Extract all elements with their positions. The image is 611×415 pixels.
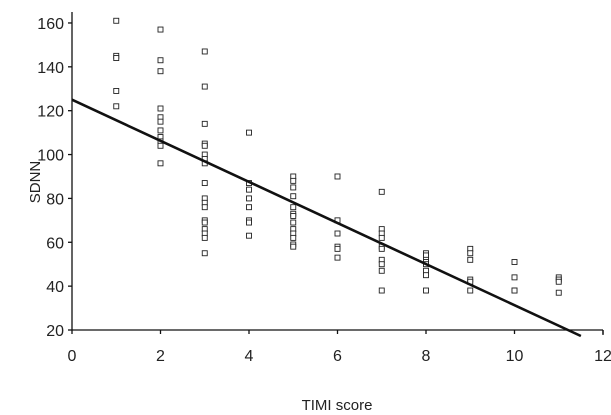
- data-point: [246, 129, 252, 136]
- data-point: [334, 230, 341, 237]
- x-axis-title: TIMI score: [302, 397, 373, 414]
- data-point: [290, 184, 297, 191]
- x-tick-label: 6: [333, 348, 342, 365]
- trend-line-group: [71, 98, 582, 338]
- y-tick-label: 40: [46, 279, 64, 296]
- data-point: [334, 173, 341, 180]
- data-point: [511, 259, 518, 265]
- data-point: [290, 213, 297, 219]
- data-point: [246, 219, 252, 226]
- data-point: [555, 278, 562, 285]
- data-point: [290, 219, 297, 226]
- data-point: [246, 186, 252, 193]
- data-point: [157, 57, 164, 64]
- data-point: [157, 142, 164, 149]
- data-point: [157, 127, 164, 134]
- data-point: [201, 120, 208, 127]
- data-point: [423, 287, 429, 294]
- data-point: [290, 177, 297, 184]
- y-tick-label: 140: [37, 60, 64, 77]
- data-points: [113, 17, 562, 296]
- data-point: [157, 160, 164, 167]
- data-point: [157, 105, 164, 112]
- data-point: [113, 88, 120, 94]
- data-point: [511, 274, 518, 281]
- tick-labels: 20 40 60 80 100 120 140 160 0 2 4 6 8 10 12: [37, 16, 611, 365]
- data-point: [201, 204, 208, 211]
- data-point: [378, 188, 385, 195]
- data-point: [201, 142, 208, 149]
- y-axis-title: SDNN: [27, 161, 44, 204]
- data-point: [511, 287, 518, 294]
- data-point: [378, 267, 385, 274]
- x-tick-label: 2: [156, 348, 165, 365]
- y-tick-label: 120: [37, 104, 64, 121]
- data-point: [246, 195, 252, 202]
- data-point: [201, 234, 208, 241]
- trend-line: [71, 98, 582, 338]
- data-point: [201, 180, 208, 187]
- data-point: [201, 219, 208, 226]
- x-tick-label: 4: [245, 348, 254, 365]
- data-point: [246, 232, 252, 239]
- data-point: [290, 204, 297, 211]
- data-point: [157, 118, 164, 125]
- data-point: [157, 26, 164, 33]
- data-point: [334, 254, 341, 261]
- data-point: [467, 250, 474, 257]
- data-point: [113, 103, 120, 110]
- data-point: [290, 234, 297, 241]
- y-tick-label: 100: [37, 148, 64, 165]
- data-point: [201, 48, 208, 55]
- y-tick-label: 60: [46, 235, 64, 252]
- x-tick-label: 10: [506, 348, 524, 365]
- data-point: [290, 193, 297, 200]
- data-point: [467, 256, 474, 263]
- y-tick-label: 80: [46, 191, 64, 208]
- axes: [68, 12, 604, 335]
- x-tick-label: 0: [68, 348, 77, 365]
- data-point: [378, 287, 385, 294]
- data-point: [378, 234, 385, 241]
- data-point: [157, 68, 164, 75]
- data-point: [378, 245, 385, 252]
- data-point: [378, 261, 385, 268]
- data-point: [290, 243, 297, 250]
- data-point: [423, 272, 429, 279]
- data-point: [113, 55, 120, 62]
- data-point: [467, 287, 474, 294]
- y-tick-label: 160: [37, 16, 64, 33]
- x-tick-label: 8: [422, 348, 431, 365]
- data-point: [334, 245, 341, 252]
- data-point: [555, 289, 562, 296]
- data-point: [201, 250, 208, 257]
- x-tick-label: 12: [594, 348, 611, 365]
- data-point: [246, 204, 252, 211]
- y-tick-label: 20: [46, 323, 64, 340]
- data-point: [201, 83, 208, 90]
- data-point: [113, 17, 120, 24]
